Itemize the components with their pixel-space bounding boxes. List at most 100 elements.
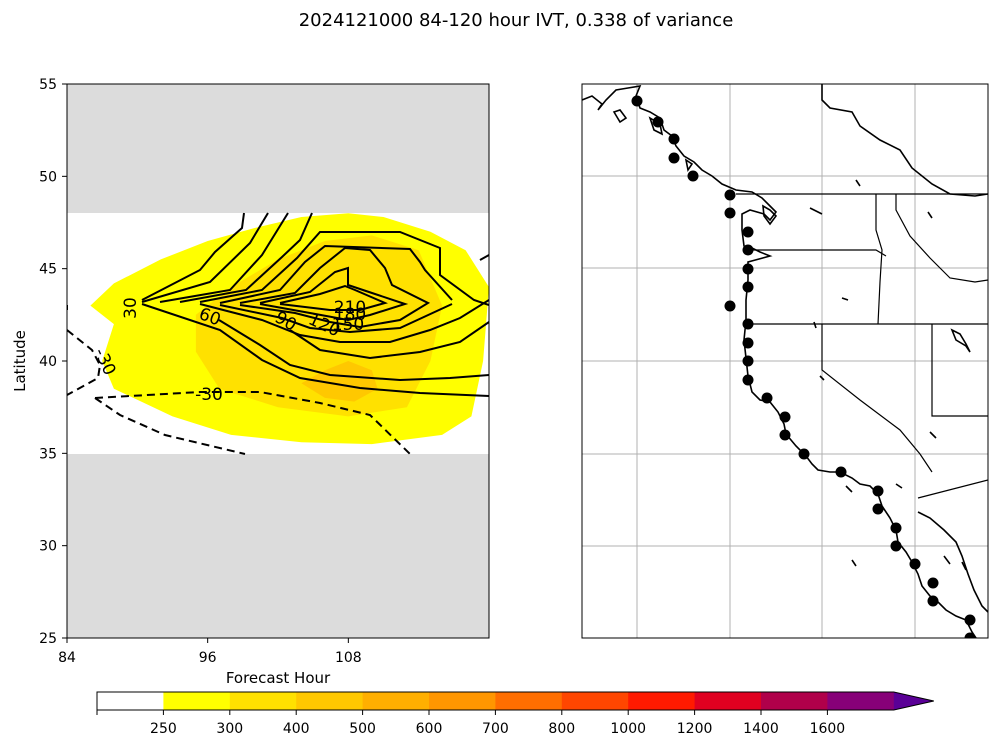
left-panel: 30 60 90 120 150 180 210 -30 -30 84 96 108… bbox=[11, 77, 490, 687]
colorbar-tick-label: 1200 bbox=[677, 721, 713, 737]
station-point bbox=[724, 300, 736, 312]
colorbar-tick-label: 700 bbox=[482, 721, 509, 737]
station-point bbox=[742, 318, 754, 330]
y-tick-label: 25 bbox=[39, 631, 57, 647]
contour-line-240 bbox=[259, 266, 409, 322]
station-point bbox=[742, 226, 754, 238]
y-tick-label: 35 bbox=[39, 446, 57, 462]
station-point bbox=[742, 281, 754, 293]
y-tick-label: 55 bbox=[39, 77, 57, 93]
colorbar-cell bbox=[694, 692, 762, 710]
y-tick-label: 50 bbox=[39, 169, 57, 185]
colorbar-cell bbox=[296, 692, 364, 710]
station-point bbox=[964, 632, 976, 638]
station-point bbox=[631, 95, 643, 107]
colorbar-tick-label: 800 bbox=[548, 721, 575, 737]
contour-label-180: 180 bbox=[334, 305, 366, 325]
colorbar-tick-label: 1600 bbox=[810, 721, 846, 737]
colorbar-cell bbox=[163, 692, 231, 710]
colorbar-tick-label: 250 bbox=[150, 721, 177, 737]
contour-line-210 bbox=[239, 246, 431, 329]
contour-label-150: 150 bbox=[332, 315, 364, 335]
mask-bottom bbox=[67, 454, 489, 638]
station-point bbox=[779, 411, 791, 423]
colorbar-cell bbox=[362, 692, 430, 710]
map-panel bbox=[581, 83, 989, 639]
colorbar-tick-label: 1000 bbox=[610, 721, 646, 737]
negative-contours bbox=[67, 329, 411, 455]
x-tick-label: 96 bbox=[199, 650, 217, 666]
colorbar-tick-label: 500 bbox=[349, 721, 376, 737]
x-axis-ticks: 84 96 108 bbox=[58, 638, 362, 666]
station-point bbox=[742, 355, 754, 367]
y-axis-ticks: 25 30 35 40 45 50 55 bbox=[39, 77, 67, 647]
contour-line-90 bbox=[159, 212, 289, 303]
station-point bbox=[890, 522, 902, 534]
y-tick-label: 40 bbox=[39, 354, 57, 370]
colorbar-cell bbox=[761, 692, 828, 710]
figure-title: 2024121000 84-120 hour IVT, 0.338 of var… bbox=[299, 10, 734, 31]
station-point bbox=[652, 116, 664, 128]
contour-line-60b bbox=[218, 319, 489, 382]
fill-region-400 bbox=[301, 361, 378, 402]
contour-label-neg30b: -30 bbox=[195, 385, 223, 405]
station-point bbox=[742, 244, 754, 256]
colorbar-outline bbox=[96, 691, 934, 711]
station-point bbox=[668, 133, 680, 145]
contour-label-30: 30 bbox=[121, 297, 141, 319]
colorbar-cell bbox=[229, 692, 297, 710]
station-point bbox=[724, 189, 736, 201]
x-tick-label: 84 bbox=[58, 650, 76, 666]
colorbar-cells bbox=[96, 691, 934, 711]
contour-line-60 bbox=[141, 212, 269, 303]
y-tick-label: 45 bbox=[39, 262, 57, 278]
station-point bbox=[798, 448, 810, 460]
colorbar-cell bbox=[429, 692, 496, 710]
station-point bbox=[742, 263, 754, 275]
station-point bbox=[742, 374, 754, 386]
colorbar-cell bbox=[827, 692, 895, 710]
station-point bbox=[742, 337, 754, 349]
station-point bbox=[872, 503, 884, 515]
colorbar-tick-label: 1400 bbox=[743, 721, 779, 737]
contour-line-30b bbox=[141, 212, 245, 301]
station-point bbox=[964, 614, 976, 626]
station-point bbox=[668, 152, 680, 164]
contour-line-180 bbox=[219, 244, 453, 304]
station-point bbox=[761, 392, 773, 404]
station-point bbox=[927, 577, 939, 589]
colorbar-tick-label: 300 bbox=[216, 721, 243, 737]
colorbar-cell bbox=[561, 692, 629, 710]
x-axis-label: Forecast Hour bbox=[226, 669, 331, 687]
colorbar-ticks: 250 300 400 500 600 700 800 1000 1200 1400 1600 bbox=[96, 710, 846, 737]
map-gridlines bbox=[582, 84, 988, 638]
contour-line-270 bbox=[279, 284, 388, 311]
station-point bbox=[872, 485, 884, 497]
state-borders bbox=[736, 193, 988, 499]
station-point bbox=[835, 466, 847, 478]
colorbar-extend-arrow bbox=[893, 692, 934, 710]
station-point bbox=[724, 207, 736, 219]
contour-line-neg30c bbox=[94, 397, 246, 455]
station-point bbox=[927, 595, 939, 607]
contour-label-210: 210 bbox=[334, 298, 366, 318]
colorbar-tick-label: 400 bbox=[283, 721, 310, 737]
colorbar-tick-label: 600 bbox=[416, 721, 443, 737]
contour-line-30c bbox=[141, 303, 489, 397]
colorbar-cell bbox=[97, 692, 164, 710]
colorbar-cell bbox=[495, 692, 563, 710]
mask-top bbox=[67, 84, 489, 213]
contour-line-90b bbox=[289, 321, 489, 360]
map-points bbox=[631, 95, 976, 638]
contour-line-150b bbox=[199, 299, 489, 343]
contour-line-150 bbox=[199, 231, 489, 306]
positive-contours bbox=[67, 212, 489, 397]
contour-line-180b bbox=[219, 303, 453, 334]
station-point bbox=[779, 429, 791, 441]
contour-line-neg30b bbox=[94, 391, 411, 455]
contour-line-120 bbox=[179, 212, 313, 303]
station-point bbox=[687, 170, 699, 182]
colorbar: 250 300 400 500 600 700 800 1000 1200 1400 1600 bbox=[96, 691, 934, 737]
map-frame bbox=[581, 83, 989, 639]
